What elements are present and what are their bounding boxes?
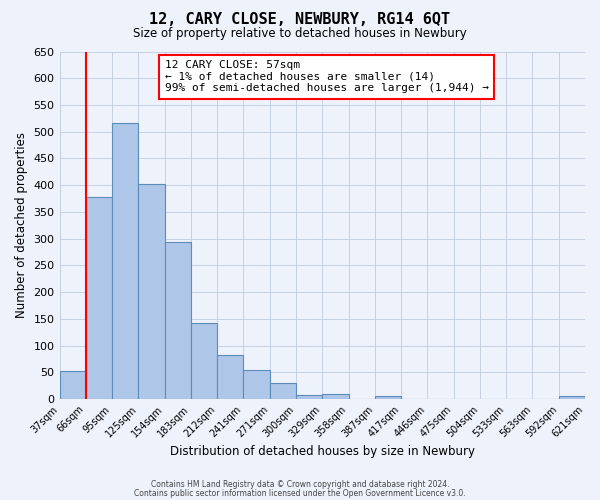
- Bar: [139, 184, 164, 399]
- Bar: [270, 383, 296, 399]
- Bar: [191, 323, 217, 399]
- Bar: [59, 372, 86, 399]
- Text: Contains HM Land Registry data © Crown copyright and database right 2024.: Contains HM Land Registry data © Crown c…: [151, 480, 449, 489]
- Text: 12 CARY CLOSE: 57sqm
← 1% of detached houses are smaller (14)
99% of semi-detach: 12 CARY CLOSE: 57sqm ← 1% of detached ho…: [164, 60, 488, 94]
- Bar: [296, 395, 322, 399]
- Bar: [217, 356, 244, 399]
- Y-axis label: Number of detached properties: Number of detached properties: [15, 132, 28, 318]
- Bar: [86, 197, 112, 399]
- Bar: [164, 242, 191, 399]
- Bar: [559, 396, 585, 399]
- Text: Size of property relative to detached houses in Newbury: Size of property relative to detached ho…: [133, 28, 467, 40]
- Bar: [112, 122, 139, 399]
- Text: Contains public sector information licensed under the Open Government Licence v3: Contains public sector information licen…: [134, 488, 466, 498]
- Bar: [322, 394, 349, 399]
- Bar: [375, 396, 401, 399]
- Text: 12, CARY CLOSE, NEWBURY, RG14 6QT: 12, CARY CLOSE, NEWBURY, RG14 6QT: [149, 12, 451, 28]
- Bar: [244, 370, 270, 399]
- X-axis label: Distribution of detached houses by size in Newbury: Distribution of detached houses by size …: [170, 444, 475, 458]
